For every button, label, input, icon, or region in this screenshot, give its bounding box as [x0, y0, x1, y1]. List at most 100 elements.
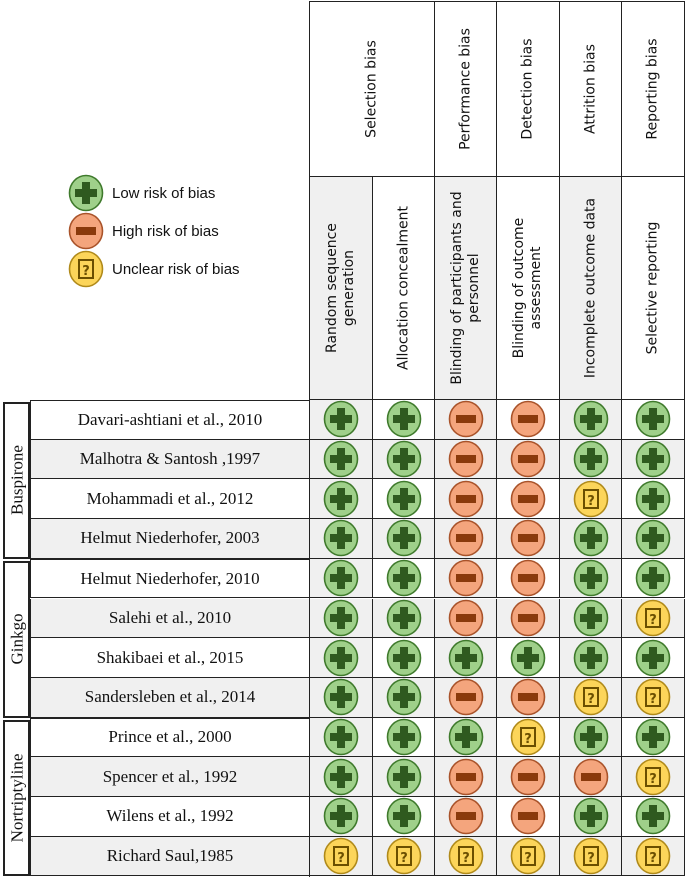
unclear-risk-icon: ? — [635, 837, 671, 875]
domain-header: Performance bias — [435, 2, 497, 177]
rating-cell — [435, 757, 497, 797]
low-risk-icon — [635, 400, 671, 438]
legend-item-low: Low risk of bias — [68, 174, 215, 212]
criterion-header: Incomplete outcome data — [560, 177, 622, 400]
rating-cell — [560, 400, 622, 440]
rating-cell — [435, 479, 497, 520]
criterion-header: Selective reporting — [622, 177, 685, 400]
low-risk-icon — [573, 519, 609, 557]
low-risk-icon — [386, 639, 422, 677]
unclear-risk-icon: ? — [448, 837, 484, 875]
rating-cell — [622, 519, 685, 559]
criterion-header: Blinding of participants and personnel — [435, 177, 497, 400]
legend-item-unclear: ? Unclear risk of bias — [68, 250, 240, 288]
rating-cell — [622, 638, 685, 678]
low-risk-icon — [573, 559, 609, 597]
domain-header: Selection bias — [310, 2, 435, 177]
unclear-risk-icon: ? — [323, 837, 359, 875]
domain-header: Attrition bias — [560, 2, 622, 177]
unclear-risk-icon: ? — [386, 837, 422, 875]
rating-cell — [435, 638, 497, 678]
rating-cell — [373, 400, 435, 440]
group-label: Buspirone — [7, 445, 26, 516]
rating-cell — [310, 519, 373, 559]
high-risk-icon — [448, 758, 484, 796]
rating-cell — [497, 558, 560, 599]
low-risk-icon — [323, 718, 359, 756]
rating-cell: ? — [560, 836, 622, 877]
rating-cell: ? — [622, 598, 685, 639]
low-risk-icon — [635, 718, 671, 756]
study-name: Richard Saul,1985 — [30, 836, 310, 877]
rating-cell — [373, 677, 435, 718]
rating-cell — [435, 519, 497, 559]
high-risk-icon — [510, 758, 546, 796]
low-risk-icon — [573, 599, 609, 637]
rating-cell — [310, 479, 373, 520]
rating-cell — [435, 717, 497, 758]
rating-cell — [373, 558, 435, 599]
rating-cell — [435, 677, 497, 718]
svg-text:?: ? — [337, 851, 345, 866]
rating-cell — [310, 638, 373, 678]
high-risk-icon — [448, 519, 484, 557]
criterion-label: Random sequence generation — [324, 223, 357, 353]
rating-cell — [310, 558, 373, 599]
domain-header: Detection bias — [497, 2, 560, 177]
low-risk-icon — [573, 400, 609, 438]
svg-text:?: ? — [587, 494, 595, 509]
rating-cell — [497, 519, 560, 559]
rating-cell — [435, 598, 497, 639]
low-risk-icon — [573, 639, 609, 677]
rating-cell — [622, 439, 685, 480]
low-risk-icon — [386, 797, 422, 835]
criterion-label: Blinding of participants and personnel — [448, 191, 482, 385]
svg-text:?: ? — [587, 692, 595, 707]
unclear-risk-icon: ? — [510, 718, 546, 756]
svg-text:?: ? — [649, 692, 657, 707]
rating-cell — [622, 558, 685, 599]
study-name: Spencer et al., 1992 — [30, 757, 310, 797]
legend-item-high: High risk of bias — [68, 212, 219, 250]
low-risk-icon — [635, 639, 671, 677]
rating-cell — [373, 757, 435, 797]
low-risk-icon — [323, 400, 359, 438]
domain-label: Selection bias — [363, 40, 380, 138]
high-risk-icon — [510, 599, 546, 637]
study-name: Mohammadi et al., 2012 — [30, 479, 310, 520]
rating-cell: ? — [560, 479, 622, 520]
high-risk-icon — [510, 440, 546, 478]
rating-cell — [497, 439, 560, 480]
rating-cell — [560, 558, 622, 599]
svg-text:?: ? — [82, 264, 90, 279]
high-risk-icon — [448, 678, 484, 716]
group-buspirone: Buspirone — [3, 402, 30, 559]
low-risk-icon — [386, 599, 422, 637]
rating-cell — [497, 479, 560, 520]
high-risk-icon — [68, 212, 104, 250]
high-risk-icon — [448, 559, 484, 597]
domain-label: Reporting bias — [644, 38, 661, 140]
rating-cell: ? — [310, 836, 373, 877]
low-risk-icon — [635, 440, 671, 478]
rating-cell — [310, 598, 373, 639]
rating-cell — [622, 797, 685, 837]
unclear-risk-icon: ? — [635, 678, 671, 716]
rating-cell — [560, 598, 622, 639]
rating-cell — [560, 757, 622, 797]
study-name: Helmut Niederhofer, 2003 — [30, 519, 310, 559]
rating-cell — [310, 439, 373, 480]
rating-cell — [497, 757, 560, 797]
low-risk-icon — [635, 559, 671, 597]
low-risk-icon — [386, 519, 422, 557]
study-name: Sandersleben et al., 2014 — [30, 677, 310, 718]
low-risk-icon — [323, 559, 359, 597]
study-name: Malhotra & Santosh ,1997 — [30, 439, 310, 480]
group-nortriptyline: Nortriptyline — [3, 719, 30, 877]
rating-cell: ? — [622, 677, 685, 718]
rating-cell: ? — [497, 836, 560, 877]
low-risk-icon — [323, 758, 359, 796]
unclear-risk-icon: ? — [635, 599, 671, 637]
low-risk-icon — [635, 797, 671, 835]
low-risk-icon — [323, 797, 359, 835]
